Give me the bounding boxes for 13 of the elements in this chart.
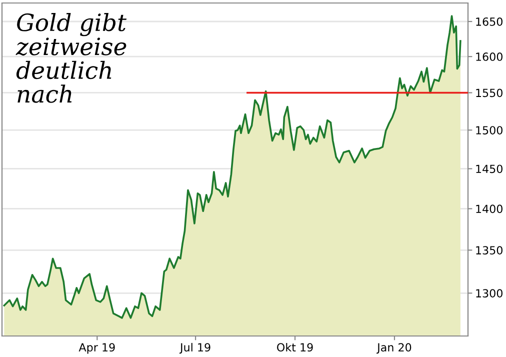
y-tick-label: 1600 [476, 52, 502, 61]
text: Gold gibt zeitweise deutlich nach [16, 12, 127, 103]
x-tick-label: Jul 19 [179, 342, 210, 354]
x-tick-label: Okt 19 [277, 342, 313, 352]
y-tick-label: 1550 [476, 88, 502, 98]
y-tick-label: 1450 [476, 164, 502, 174]
x-tick-label: Jan 20 [376, 343, 412, 354]
y-tick-label: 1400 [476, 204, 502, 214]
y-tick-label: 1350 [476, 246, 502, 255]
y-tick-label: 1500 [476, 126, 502, 134]
y-tick-label: 1650 [476, 17, 502, 26]
x-tick-label: Apr 19 [78, 343, 115, 354]
y-tick-label: 1300 [476, 289, 502, 298]
